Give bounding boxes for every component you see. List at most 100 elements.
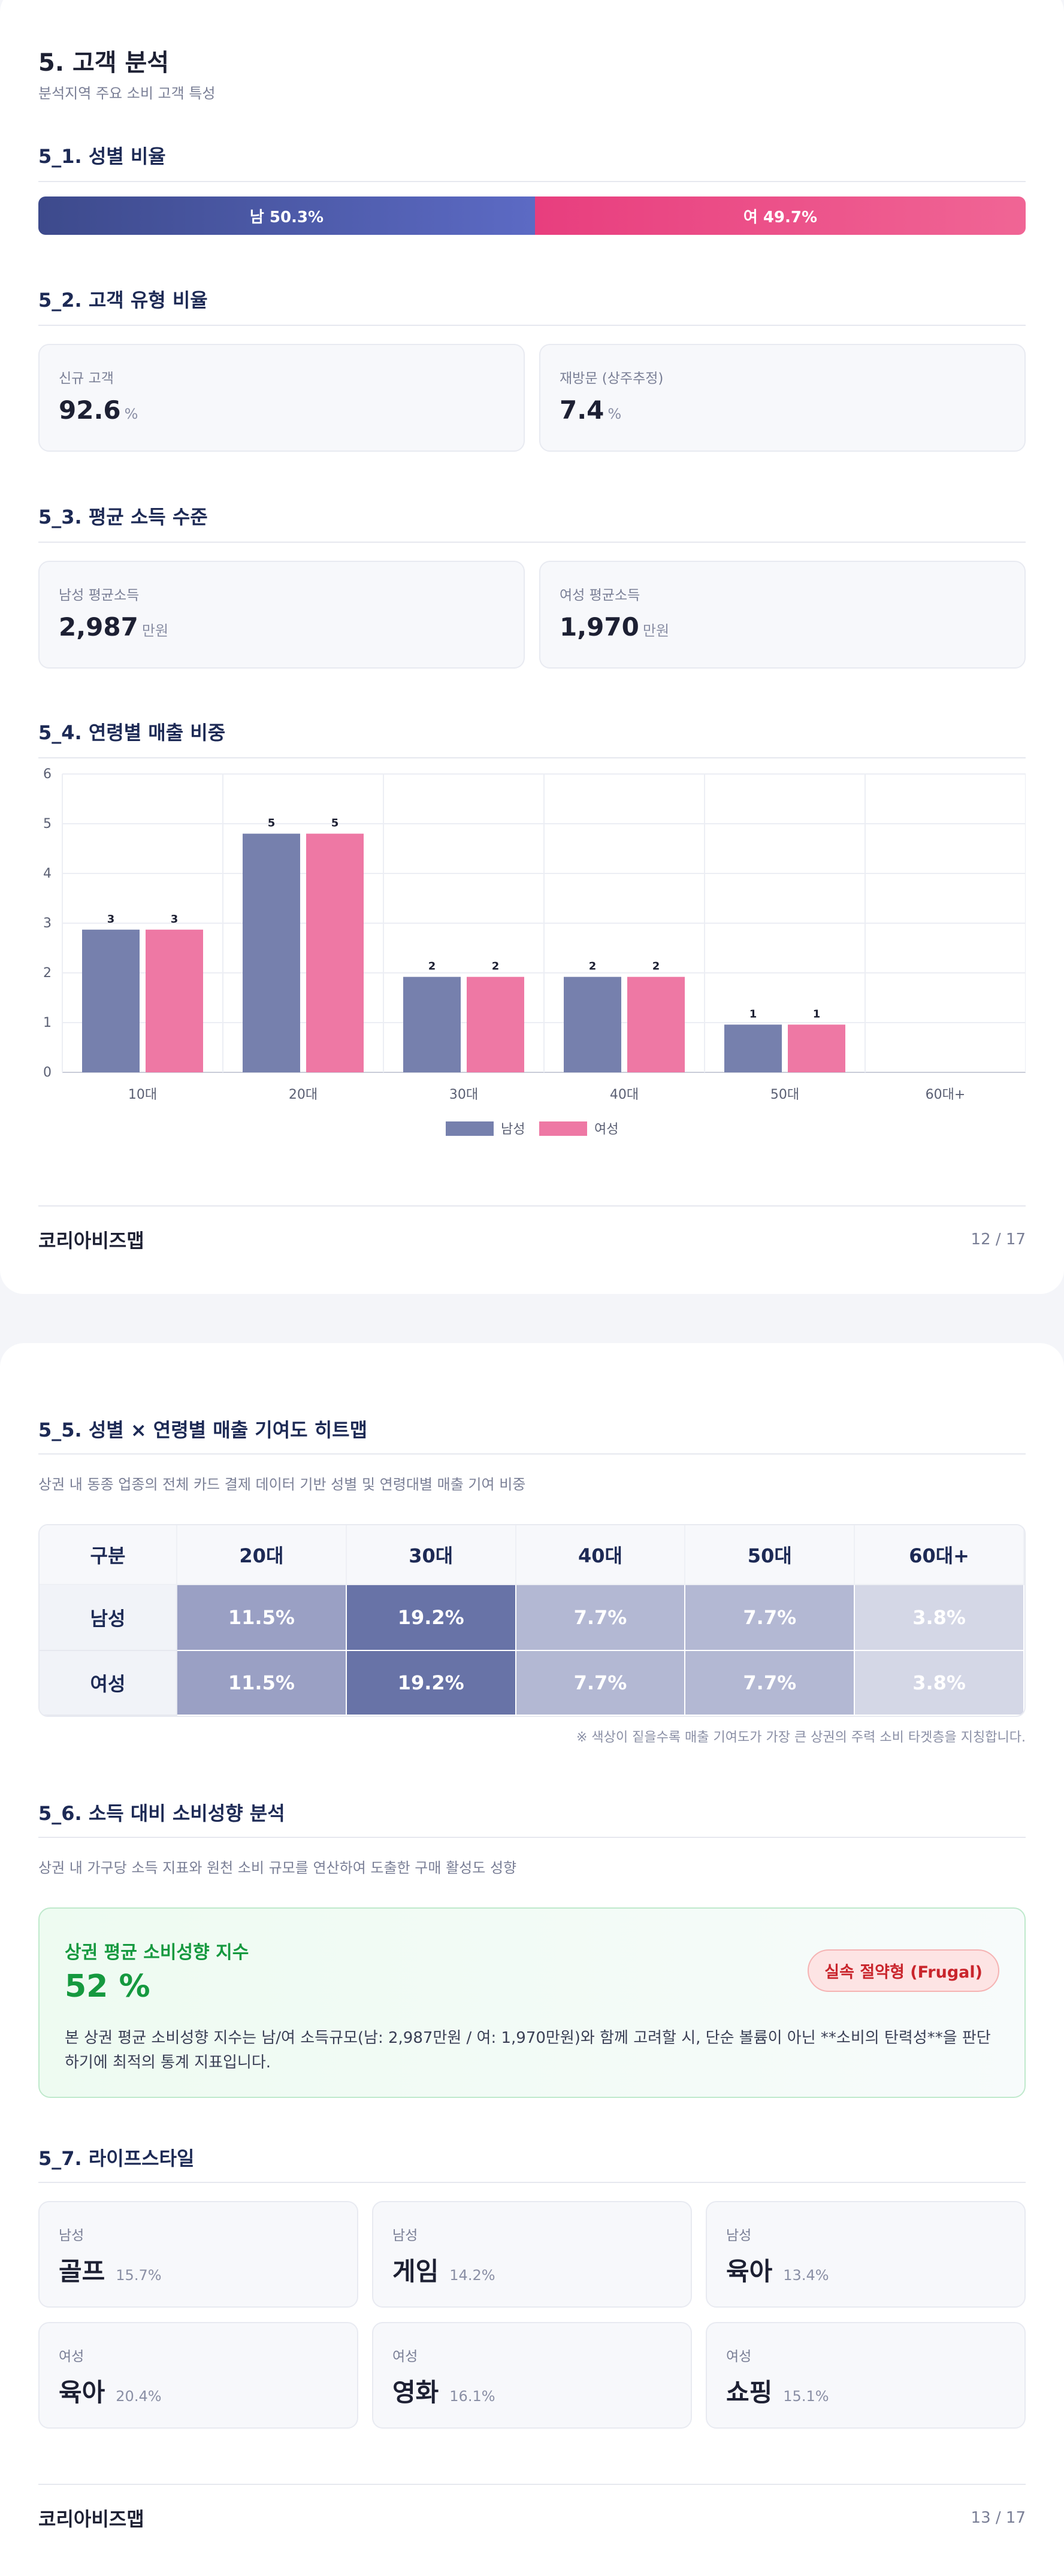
y-tick-label: 5 xyxy=(43,817,52,832)
heatmap-header-cell: 60대+ xyxy=(855,1525,1024,1585)
spending-index-label: 상권 평균 소비성향 지수 xyxy=(65,1942,249,1963)
y-tick-label: 6 xyxy=(43,767,52,782)
x-tick-label: 10대 xyxy=(128,1087,157,1102)
age-sales-chart-svg: 0 1 2 3 4 5 6 3 3 10대 5 5 20대 2 2 30대 2 2 40대 1 1 50대 60대+ 남성 여성 xyxy=(43,767,1026,1137)
heatmap-row-label: 남성 xyxy=(40,1585,177,1651)
legend-label: 남성 xyxy=(501,1122,525,1137)
section-divider xyxy=(38,181,1026,182)
report-page-13: 5_5. 성별 × 연령별 매출 기여도 히트맵 상권 내 동종 업종의 전체 … xyxy=(0,1343,1064,2576)
section-divider xyxy=(38,1453,1026,1455)
data-label: 1 xyxy=(749,1008,757,1020)
lifestyle-card: 여성 육아 20.4% xyxy=(38,2322,358,2429)
section-divider xyxy=(38,757,1026,758)
heatmap-value-cell: 7.7% xyxy=(685,1585,856,1651)
gender-male-segment: 남 50.3% xyxy=(38,196,535,235)
unit: 만원 xyxy=(141,622,169,639)
heatmap-row-label: 여성 xyxy=(40,1651,177,1716)
bar xyxy=(724,1024,782,1072)
heatmap-description: 상권 내 동종 업종의 전체 카드 결제 데이터 기반 성별 및 연령대별 매출… xyxy=(38,1476,526,1493)
footer-divider xyxy=(38,2484,1026,2485)
spending-index-text: 본 상권 평균 소비성향 지수는 남/여 소득규모(남: 2,987만원 / 여… xyxy=(65,2029,991,2072)
spending-type-badge: 실속 절약형 (Frugal) xyxy=(808,1949,999,1992)
data-label: 5 xyxy=(268,817,276,830)
sales-heatmap-table: 구분 20대 30대 40대 50대 60대+ 남성 11.5% 19.2% 7.7% 7.7% 3.… xyxy=(38,1524,1026,1717)
heatmap-value-cell: 7.7% xyxy=(516,1651,686,1716)
new-customer-value: 92.6 xyxy=(59,395,121,425)
male-income-card: 남성 평균소득 2,987 만원 xyxy=(38,561,525,669)
y-tick-label: 2 xyxy=(43,966,52,981)
data-label: 2 xyxy=(492,960,500,973)
unit: 만원 xyxy=(642,622,670,639)
lifestyle-card: 남성 골프 15.7% xyxy=(38,2201,358,2308)
female-income-card: 여성 평균소득 1,970 만원 xyxy=(539,561,1026,669)
x-tick-label: 30대 xyxy=(449,1087,478,1102)
heatmap-header-cell: 20대 xyxy=(177,1525,347,1585)
age-sales-chart: 0 1 2 3 4 5 6 3 3 10대 5 5 20대 2 2 30대 2 2 40대 1 1 50대 60대+ 남성 여성 xyxy=(38,767,1026,1150)
bar xyxy=(243,833,300,1072)
page-footer: 코리아비즈맵 12 / 17 xyxy=(38,1226,1026,1253)
footer-page-number: 13 / 17 xyxy=(971,2509,1026,2527)
spending-index-card: 상권 평균 소비성향 지수 52 % 실속 절약형 (Frugal) 본 상권 … xyxy=(38,1907,1026,2098)
bar xyxy=(627,976,685,1072)
footer-brand: 코리아비즈맵 xyxy=(38,2508,144,2530)
x-tick-label: 60대+ xyxy=(926,1087,966,1102)
section-title-customer-type: 5_2. 고객 유형 비율 xyxy=(38,289,208,312)
bar xyxy=(82,929,140,1072)
section-title-spending: 5_6. 소득 대비 소비성향 분석 xyxy=(38,1802,285,1825)
gender-female-segment: 여 49.7% xyxy=(534,196,1026,235)
legend-swatch xyxy=(539,1121,587,1136)
lifestyle-card: 여성 영화 16.1% xyxy=(372,2322,692,2429)
heatmap-header-cell: 50대 xyxy=(685,1525,856,1585)
section-title-lifestyle: 5_7. 라이프스타일 xyxy=(38,2147,195,2170)
bar xyxy=(467,976,524,1072)
heatmap-header-cell: 구분 xyxy=(40,1525,177,1585)
data-label: 3 xyxy=(171,913,179,926)
heatmap-header-cell: 40대 xyxy=(516,1525,686,1585)
female-income-value: 1,970 xyxy=(560,612,639,642)
new-customer-card: 신규 고객 92.6% xyxy=(38,344,525,452)
section-title-heatmap: 5_5. 성별 × 연령별 매출 기여도 히트맵 xyxy=(38,1419,368,1441)
bar xyxy=(564,976,621,1072)
lifestyle-card: 남성 육아 13.4% xyxy=(706,2201,1026,2308)
data-label: 3 xyxy=(107,913,115,926)
lifestyle-card: 남성 게임 14.2% xyxy=(372,2201,692,2308)
data-label: 2 xyxy=(428,960,436,973)
male-income-value: 2,987 xyxy=(59,612,138,642)
x-tick-label: 40대 xyxy=(610,1087,639,1102)
heatmap-value-cell: 19.2% xyxy=(346,1585,516,1651)
spending-description: 상권 내 가구당 소득 지표와 원천 소비 규모를 연산하여 도출한 구매 활성… xyxy=(38,1860,517,1876)
data-label: 2 xyxy=(652,960,660,973)
section-divider xyxy=(38,325,1026,326)
section-title-income: 5_3. 평균 소득 수준 xyxy=(38,506,208,528)
y-tick-label: 0 xyxy=(43,1065,52,1080)
page-footer: 코리아비즈맵 13 / 17 xyxy=(38,2504,1026,2532)
spending-index-value: 52 % xyxy=(65,1969,150,2004)
data-label: 2 xyxy=(589,960,597,973)
y-tick-label: 1 xyxy=(43,1015,52,1030)
data-label: 5 xyxy=(331,817,339,830)
section-divider xyxy=(38,542,1026,543)
heatmap-value-cell: 3.8% xyxy=(855,1585,1024,1651)
lifestyle-card: 여성 쇼핑 15.1% xyxy=(706,2322,1026,2429)
section-title-age-sales: 5_4. 연령별 매출 비중 xyxy=(38,721,226,744)
heatmap-value-cell: 11.5% xyxy=(177,1585,347,1651)
heatmap-value-cell: 3.8% xyxy=(855,1651,1024,1716)
page-subtitle: 분석지역 주요 소비 고객 특성 xyxy=(38,85,216,102)
unit: % xyxy=(124,406,138,422)
data-label: 1 xyxy=(813,1008,821,1020)
bar xyxy=(306,833,364,1072)
heatmap-header-cell: 30대 xyxy=(346,1525,516,1585)
returning-customer-value: 7.4 xyxy=(560,395,604,425)
legend-swatch xyxy=(446,1121,494,1136)
y-tick-label: 4 xyxy=(43,866,52,881)
heatmap-value-cell: 19.2% xyxy=(346,1651,516,1716)
section-divider xyxy=(38,2182,1026,2183)
heatmap-value-cell: 11.5% xyxy=(177,1651,347,1716)
x-tick-label: 20대 xyxy=(289,1087,318,1102)
page-title: 5. 고객 분석 xyxy=(38,49,170,77)
footer-brand: 코리아비즈맵 xyxy=(38,1229,144,1252)
y-tick-label: 3 xyxy=(43,916,52,931)
legend-label: 여성 xyxy=(594,1122,618,1137)
section-divider xyxy=(38,1837,1026,1838)
unit: % xyxy=(607,406,622,422)
